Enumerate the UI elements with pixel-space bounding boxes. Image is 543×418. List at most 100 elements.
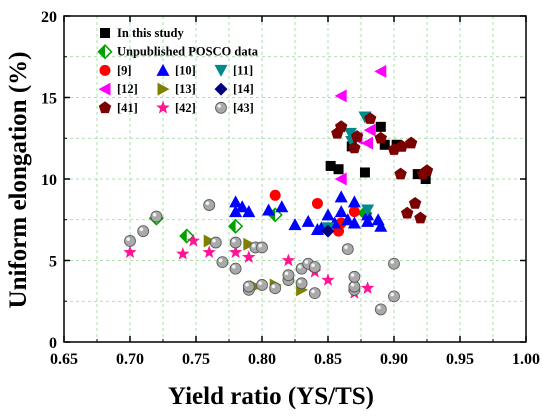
marker-body [295,277,308,290]
axes: 0.65 0.70 0.75 0.80 0.85 0.90 0.95 1.00 0 5 10 15 20 [41,9,540,368]
data-point [374,219,388,232]
legend-entry: [14] [214,82,254,96]
data-point [242,250,256,263]
marker-body [215,101,227,114]
marker-highlight [390,260,395,264]
data-point [348,280,361,293]
marker-fill [180,229,187,243]
data-point [325,160,336,171]
x-tick-label: 1.00 [512,351,540,368]
legend-entry: [10] [156,63,196,77]
legend-marker [156,100,170,114]
marker-body [308,287,321,300]
data-point [229,195,243,208]
legend-entry: In this study [100,26,184,40]
marker-highlight [258,243,263,248]
marker-highlight [232,238,236,243]
marker-highlight [251,243,256,248]
marker-highlight [126,237,130,241]
legend-label: [14] [233,82,254,96]
series-11 [124,199,400,316]
data-point [308,287,321,300]
legend-marker [157,82,170,96]
marker-body [256,241,268,254]
legend: In this study Unpublished POSCO data [9] [1… [97,26,259,115]
data-point [363,123,376,137]
x-tick-label: 0.70 [116,351,144,368]
legend-entry: [13] [157,82,196,96]
data-point [379,139,390,150]
data-point [334,205,348,218]
data-point [262,203,276,216]
x-axis-title: Yield ratio (YS/TS) [168,383,374,410]
data-point [374,131,387,144]
marker-body [269,282,282,295]
data-point [347,195,361,208]
marker-highlight [311,263,315,268]
data-point [348,141,361,154]
data-point [228,245,243,258]
marker-highlight [212,238,216,243]
marker-body [388,290,400,303]
marker-highlight [298,265,302,269]
data-point [341,213,355,226]
legend-entry: [12] [98,82,138,96]
data-point [137,225,150,238]
data-point [333,164,344,175]
marker-body [203,199,216,211]
data-point [408,197,422,209]
marker-body [242,280,255,293]
data-point [269,189,281,201]
data-point [361,214,375,227]
marker-body [229,262,242,275]
marker-highlight [152,212,157,217]
data-point [350,130,364,142]
data-point [308,261,321,273]
data-point [123,245,137,258]
data-point [321,273,335,286]
marker-body [209,236,222,249]
data-point [256,241,268,254]
marker-body [348,280,361,293]
legend-marker [214,82,228,96]
marker-highlight [217,104,221,108]
marker-highlight [344,245,348,250]
data-point [242,205,256,218]
data-point [394,167,407,180]
legend-marker [214,64,228,77]
data-point [374,64,387,78]
marker-highlight [390,292,395,297]
y-tick-label: 5 [49,254,57,271]
data-point [228,218,244,234]
marker-body [137,225,150,238]
marker-highlight [284,271,289,276]
data-point [229,262,242,275]
legend-marker [100,28,110,38]
marker-highlight [304,260,309,264]
marker-highlight [258,281,263,285]
legend-label: [41] [117,101,138,115]
marker-body [282,269,295,282]
legend-label: [9] [117,63,132,77]
legend-entry: [43] [215,101,254,115]
marker-highlight [232,265,236,269]
marker-highlight [350,273,355,277]
legend-label: In this study [117,26,184,40]
data-point [275,200,289,213]
data-point [288,218,302,231]
series-9 [331,112,434,224]
marker-highlight [298,279,302,284]
data-point [334,172,347,186]
data-point [401,206,414,219]
data-point [334,190,348,203]
marker-body [388,257,400,270]
data-point [347,216,361,229]
legend-entry: [11] [214,63,253,77]
marker-body [229,236,242,249]
x-tick-label: 0.75 [182,351,210,368]
data-point [343,127,357,140]
data-point [361,204,375,217]
data-point [229,205,243,218]
x-tick-label: 0.80 [248,351,276,368]
